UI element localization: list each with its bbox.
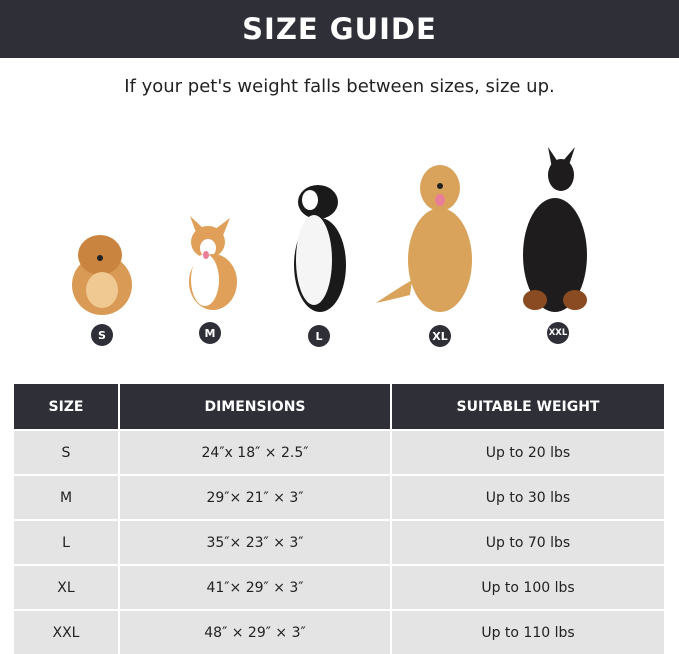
cell-size: M — [14, 474, 119, 520]
cell-dimensions: 29″× 21″ × 3″ — [118, 474, 391, 520]
cell-weight: Up to 100 lbs — [390, 564, 664, 610]
size-badge-m: M — [199, 322, 221, 344]
cell-size: S — [14, 429, 119, 475]
dog-border-collie-image — [294, 185, 346, 312]
cell-dimensions: 24″x 18″ × 2.5″ — [118, 429, 391, 475]
table-row: M 29″× 21″ × 3″ Up to 30 lbs — [14, 474, 664, 520]
cell-weight: Up to 20 lbs — [390, 429, 664, 475]
table-row: XL 41″× 29″ × 3″ Up to 100 lbs — [14, 564, 664, 610]
cell-size: XXL — [14, 609, 119, 654]
title-banner: SIZE GUIDE — [0, 0, 679, 58]
table-row: L 35″× 23″ × 3″ Up to 70 lbs — [14, 519, 664, 565]
table-row: XXL 48″ × 29″ × 3″ Up to 110 lbs — [14, 609, 664, 654]
cell-weight: Up to 110 lbs — [390, 609, 664, 654]
dog-corgi-image — [189, 216, 237, 310]
dog-doberman-image — [523, 147, 587, 312]
size-table: SIZE DIMENSIONS SUITABLE WEIGHT S 24″x 18… — [14, 384, 664, 654]
header-suitable-weight: SUITABLE WEIGHT — [390, 384, 664, 430]
table-row: S 24″x 18″ × 2.5″ Up to 20 lbs — [14, 429, 664, 475]
table-header-row: SIZE DIMENSIONS SUITABLE WEIGHT — [14, 384, 664, 430]
cell-weight: Up to 70 lbs — [390, 519, 664, 565]
cell-dimensions: 48″ × 29″ × 3″ — [118, 609, 391, 654]
size-badge-xxl: XXL — [547, 322, 569, 344]
cell-dimensions: 41″× 29″ × 3″ — [118, 564, 391, 610]
cell-dimensions: 35″× 23″ × 3″ — [118, 519, 391, 565]
cell-size: L — [14, 519, 119, 565]
size-badge-s: S — [91, 324, 113, 346]
dog-golden-retriever-image — [376, 165, 472, 312]
size-badge-xl: XL — [429, 325, 451, 347]
header-size: SIZE — [14, 384, 119, 430]
dog-illustrations — [72, 147, 587, 315]
header-dimensions: DIMENSIONS — [118, 384, 391, 430]
subtitle: If your pet's weight falls between sizes… — [124, 76, 555, 97]
cell-size: XL — [14, 564, 119, 610]
size-badge-l: L — [308, 325, 330, 347]
cell-weight: Up to 30 lbs — [390, 474, 664, 520]
page-title: SIZE GUIDE — [242, 12, 437, 46]
dog-pomeranian-image — [72, 235, 132, 315]
